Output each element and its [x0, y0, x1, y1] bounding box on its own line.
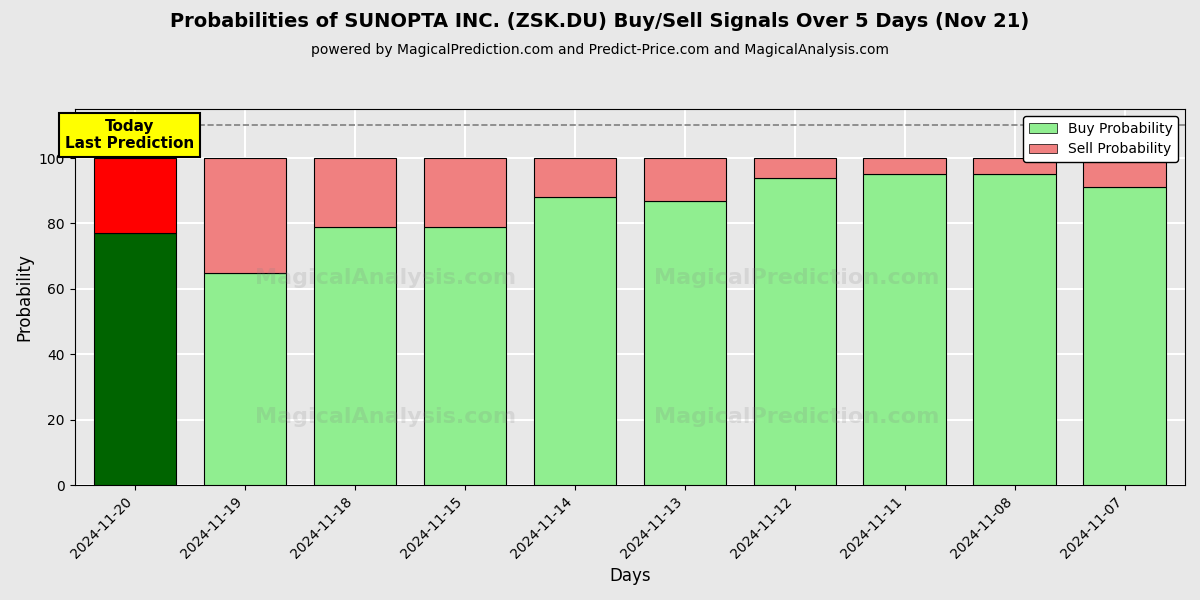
Bar — [1084, 187, 1165, 485]
Bar — [204, 272, 287, 485]
Bar — [754, 158, 836, 178]
Bar — [973, 158, 1056, 175]
Text: MagicalPrediction.com: MagicalPrediction.com — [654, 268, 940, 288]
Bar — [94, 233, 176, 485]
X-axis label: Days: Days — [610, 567, 650, 585]
Bar — [534, 197, 616, 485]
Bar — [534, 158, 616, 197]
Text: MagicalAnalysis.com: MagicalAnalysis.com — [254, 407, 516, 427]
Bar — [643, 158, 726, 200]
Bar — [1084, 158, 1165, 187]
Text: Today
Last Prediction: Today Last Prediction — [65, 119, 194, 151]
Bar — [313, 227, 396, 485]
Bar — [864, 175, 946, 485]
Legend: Buy Probability, Sell Probability: Buy Probability, Sell Probability — [1024, 116, 1178, 162]
Bar — [94, 158, 176, 233]
Bar — [424, 227, 506, 485]
Bar — [204, 158, 287, 272]
Text: Probabilities of SUNOPTA INC. (ZSK.DU) Buy/Sell Signals Over 5 Days (Nov 21): Probabilities of SUNOPTA INC. (ZSK.DU) B… — [170, 12, 1030, 31]
Text: MagicalPrediction.com: MagicalPrediction.com — [654, 407, 940, 427]
Bar — [424, 158, 506, 227]
Y-axis label: Probability: Probability — [16, 253, 34, 341]
Bar — [973, 175, 1056, 485]
Bar — [643, 200, 726, 485]
Text: MagicalAnalysis.com: MagicalAnalysis.com — [254, 268, 516, 288]
Bar — [864, 158, 946, 175]
Text: powered by MagicalPrediction.com and Predict-Price.com and MagicalAnalysis.com: powered by MagicalPrediction.com and Pre… — [311, 43, 889, 57]
Bar — [754, 178, 836, 485]
Bar — [313, 158, 396, 227]
